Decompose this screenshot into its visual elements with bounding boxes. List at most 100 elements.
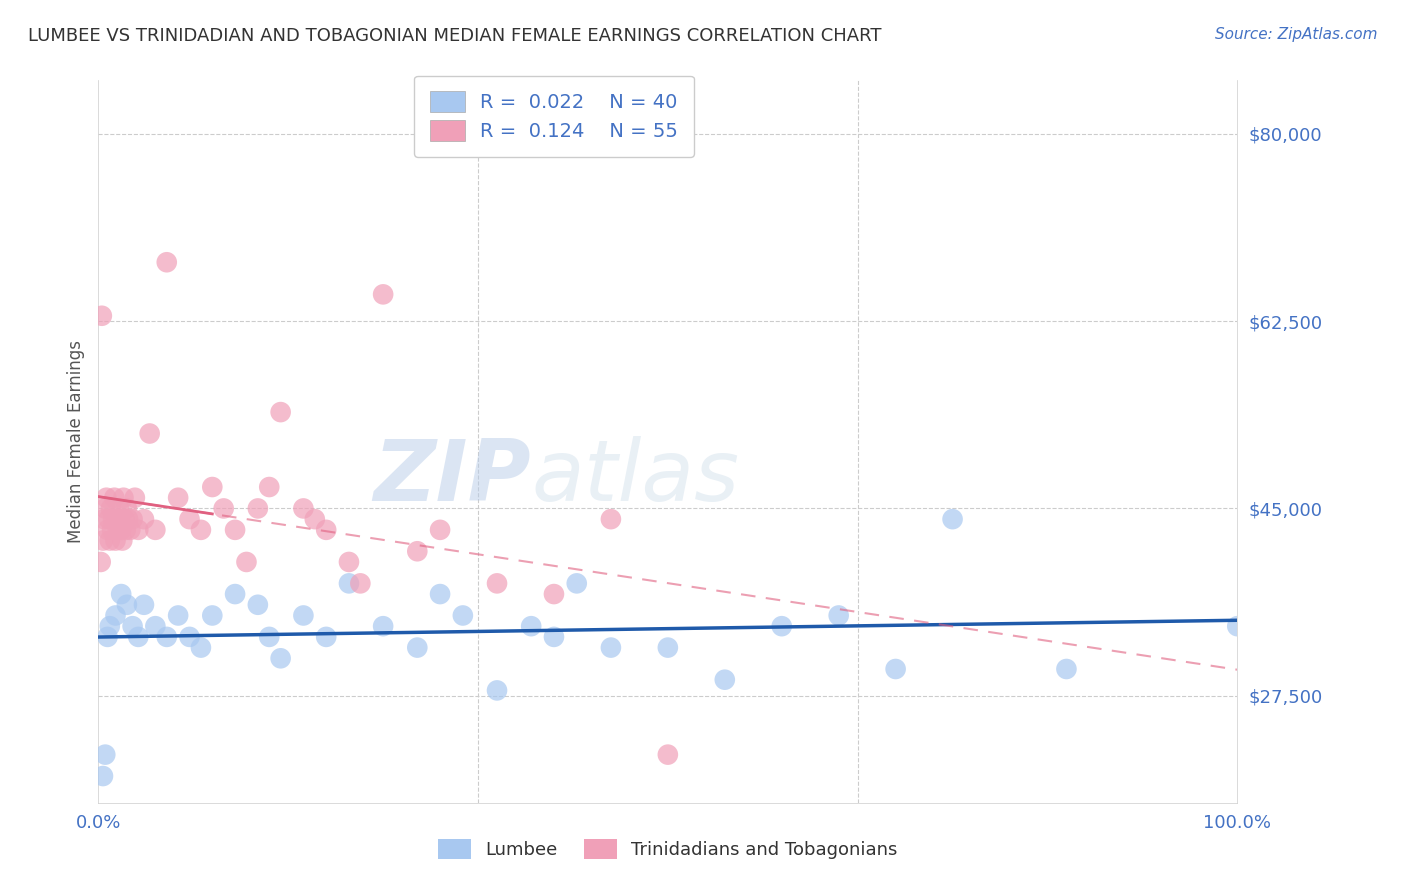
Point: [371, 287, 394, 301]
Point: [117, 512, 139, 526]
Text: atlas: atlas: [531, 436, 740, 519]
Point: [486, 683, 509, 698]
Point: [292, 501, 315, 516]
Point: [600, 512, 623, 526]
Point: [1056, 662, 1078, 676]
Point: [486, 576, 509, 591]
Point: [429, 587, 451, 601]
Point: [91, 769, 114, 783]
Point: [145, 619, 167, 633]
Point: [167, 491, 190, 505]
Point: [100, 501, 122, 516]
Point: [565, 576, 588, 591]
Point: [315, 630, 337, 644]
Point: [124, 491, 146, 505]
Point: [304, 512, 326, 526]
Point: [132, 598, 155, 612]
Point: [156, 255, 179, 269]
Point: [406, 544, 429, 558]
Point: [1226, 619, 1249, 633]
Point: [93, 512, 115, 526]
Point: [212, 501, 235, 516]
Point: [108, 501, 131, 516]
Point: [103, 491, 125, 505]
Point: [97, 512, 120, 526]
Point: [201, 480, 224, 494]
Point: [190, 523, 212, 537]
Point: [828, 608, 851, 623]
Point: [884, 662, 907, 676]
Point: [600, 640, 623, 655]
Point: [543, 587, 565, 601]
Point: [349, 576, 371, 591]
Point: [115, 598, 138, 612]
Point: [179, 512, 201, 526]
Point: [94, 747, 117, 762]
Point: [98, 619, 121, 633]
Point: [224, 587, 246, 601]
Point: [107, 523, 129, 537]
Point: [112, 491, 135, 505]
Point: [104, 533, 127, 548]
Point: [103, 512, 125, 526]
Y-axis label: Median Female Earnings: Median Female Earnings: [66, 340, 84, 543]
Point: [714, 673, 737, 687]
Point: [121, 619, 143, 633]
Point: [110, 587, 132, 601]
Point: [543, 630, 565, 644]
Point: [101, 523, 124, 537]
Legend: Lumbee, Trinidadians and Tobagonians: Lumbee, Trinidadians and Tobagonians: [430, 831, 905, 866]
Point: [96, 523, 118, 537]
Point: [190, 640, 212, 655]
Point: [657, 747, 679, 762]
Point: [110, 523, 132, 537]
Point: [371, 619, 394, 633]
Text: LUMBEE VS TRINIDADIAN AND TOBAGONIAN MEDIAN FEMALE EARNINGS CORRELATION CHART: LUMBEE VS TRINIDADIAN AND TOBAGONIAN MED…: [28, 27, 882, 45]
Point: [156, 630, 179, 644]
Point: [246, 501, 269, 516]
Point: [337, 576, 360, 591]
Point: [270, 651, 292, 665]
Point: [520, 619, 543, 633]
Text: ZIP: ZIP: [374, 436, 531, 519]
Point: [259, 630, 281, 644]
Point: [292, 608, 315, 623]
Point: [91, 533, 114, 548]
Point: [108, 512, 131, 526]
Point: [120, 523, 142, 537]
Point: [145, 523, 167, 537]
Point: [105, 512, 128, 526]
Point: [406, 640, 429, 655]
Point: [90, 555, 112, 569]
Point: [429, 523, 451, 537]
Point: [770, 619, 793, 633]
Point: [167, 608, 190, 623]
Point: [96, 491, 118, 505]
Point: [127, 523, 149, 537]
Point: [451, 608, 474, 623]
Point: [127, 630, 149, 644]
Point: [104, 608, 127, 623]
Point: [132, 512, 155, 526]
Point: [96, 630, 118, 644]
Point: [235, 555, 257, 569]
Point: [115, 501, 138, 516]
Point: [114, 512, 136, 526]
Point: [98, 533, 121, 548]
Point: [121, 512, 143, 526]
Point: [201, 608, 224, 623]
Point: [179, 630, 201, 644]
Text: Source: ZipAtlas.com: Source: ZipAtlas.com: [1215, 27, 1378, 42]
Point: [114, 523, 136, 537]
Point: [315, 523, 337, 537]
Point: [90, 309, 112, 323]
Point: [337, 555, 360, 569]
Point: [111, 533, 134, 548]
Point: [270, 405, 292, 419]
Point: [224, 523, 246, 537]
Point: [138, 426, 160, 441]
Point: [94, 501, 117, 516]
Point: [657, 640, 679, 655]
Point: [259, 480, 281, 494]
Point: [942, 512, 965, 526]
